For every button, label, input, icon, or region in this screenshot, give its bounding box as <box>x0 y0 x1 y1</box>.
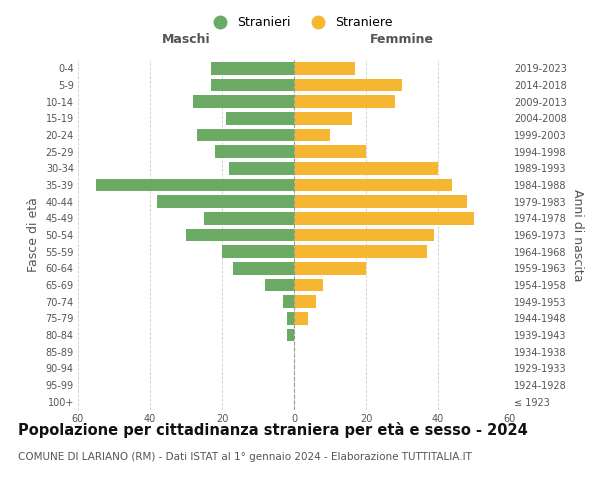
Bar <box>294 312 308 324</box>
Bar <box>294 246 427 258</box>
Bar <box>204 212 294 224</box>
Bar <box>294 296 316 308</box>
Bar <box>283 296 294 308</box>
Bar <box>294 146 366 158</box>
Bar <box>233 262 294 274</box>
Bar <box>294 212 474 224</box>
Text: Popolazione per cittadinanza straniera per età e sesso - 2024: Popolazione per cittadinanza straniera p… <box>18 422 528 438</box>
Bar <box>287 312 294 324</box>
Bar <box>294 162 438 174</box>
Bar <box>294 79 402 92</box>
Bar <box>294 196 467 208</box>
Bar <box>211 62 294 74</box>
Bar <box>265 279 294 291</box>
Bar <box>222 246 294 258</box>
Bar <box>294 129 330 141</box>
Bar <box>157 196 294 208</box>
Bar <box>294 62 355 74</box>
Bar <box>211 79 294 92</box>
Bar <box>229 162 294 174</box>
Bar <box>226 112 294 124</box>
Text: Maschi: Maschi <box>161 33 211 46</box>
Bar <box>287 329 294 341</box>
Bar <box>193 96 294 108</box>
Bar <box>215 146 294 158</box>
Bar <box>294 229 434 241</box>
Bar <box>294 279 323 291</box>
Bar <box>294 262 366 274</box>
Y-axis label: Anni di nascita: Anni di nascita <box>571 188 584 281</box>
Bar <box>96 179 294 192</box>
Bar <box>294 179 452 192</box>
Text: Femmine: Femmine <box>370 33 434 46</box>
Legend: Stranieri, Straniere: Stranieri, Straniere <box>202 11 398 34</box>
Bar <box>294 112 352 124</box>
Bar <box>294 96 395 108</box>
Y-axis label: Fasce di età: Fasce di età <box>27 198 40 272</box>
Bar <box>197 129 294 141</box>
Bar <box>186 229 294 241</box>
Text: COMUNE DI LARIANO (RM) - Dati ISTAT al 1° gennaio 2024 - Elaborazione TUTTITALIA: COMUNE DI LARIANO (RM) - Dati ISTAT al 1… <box>18 452 472 462</box>
